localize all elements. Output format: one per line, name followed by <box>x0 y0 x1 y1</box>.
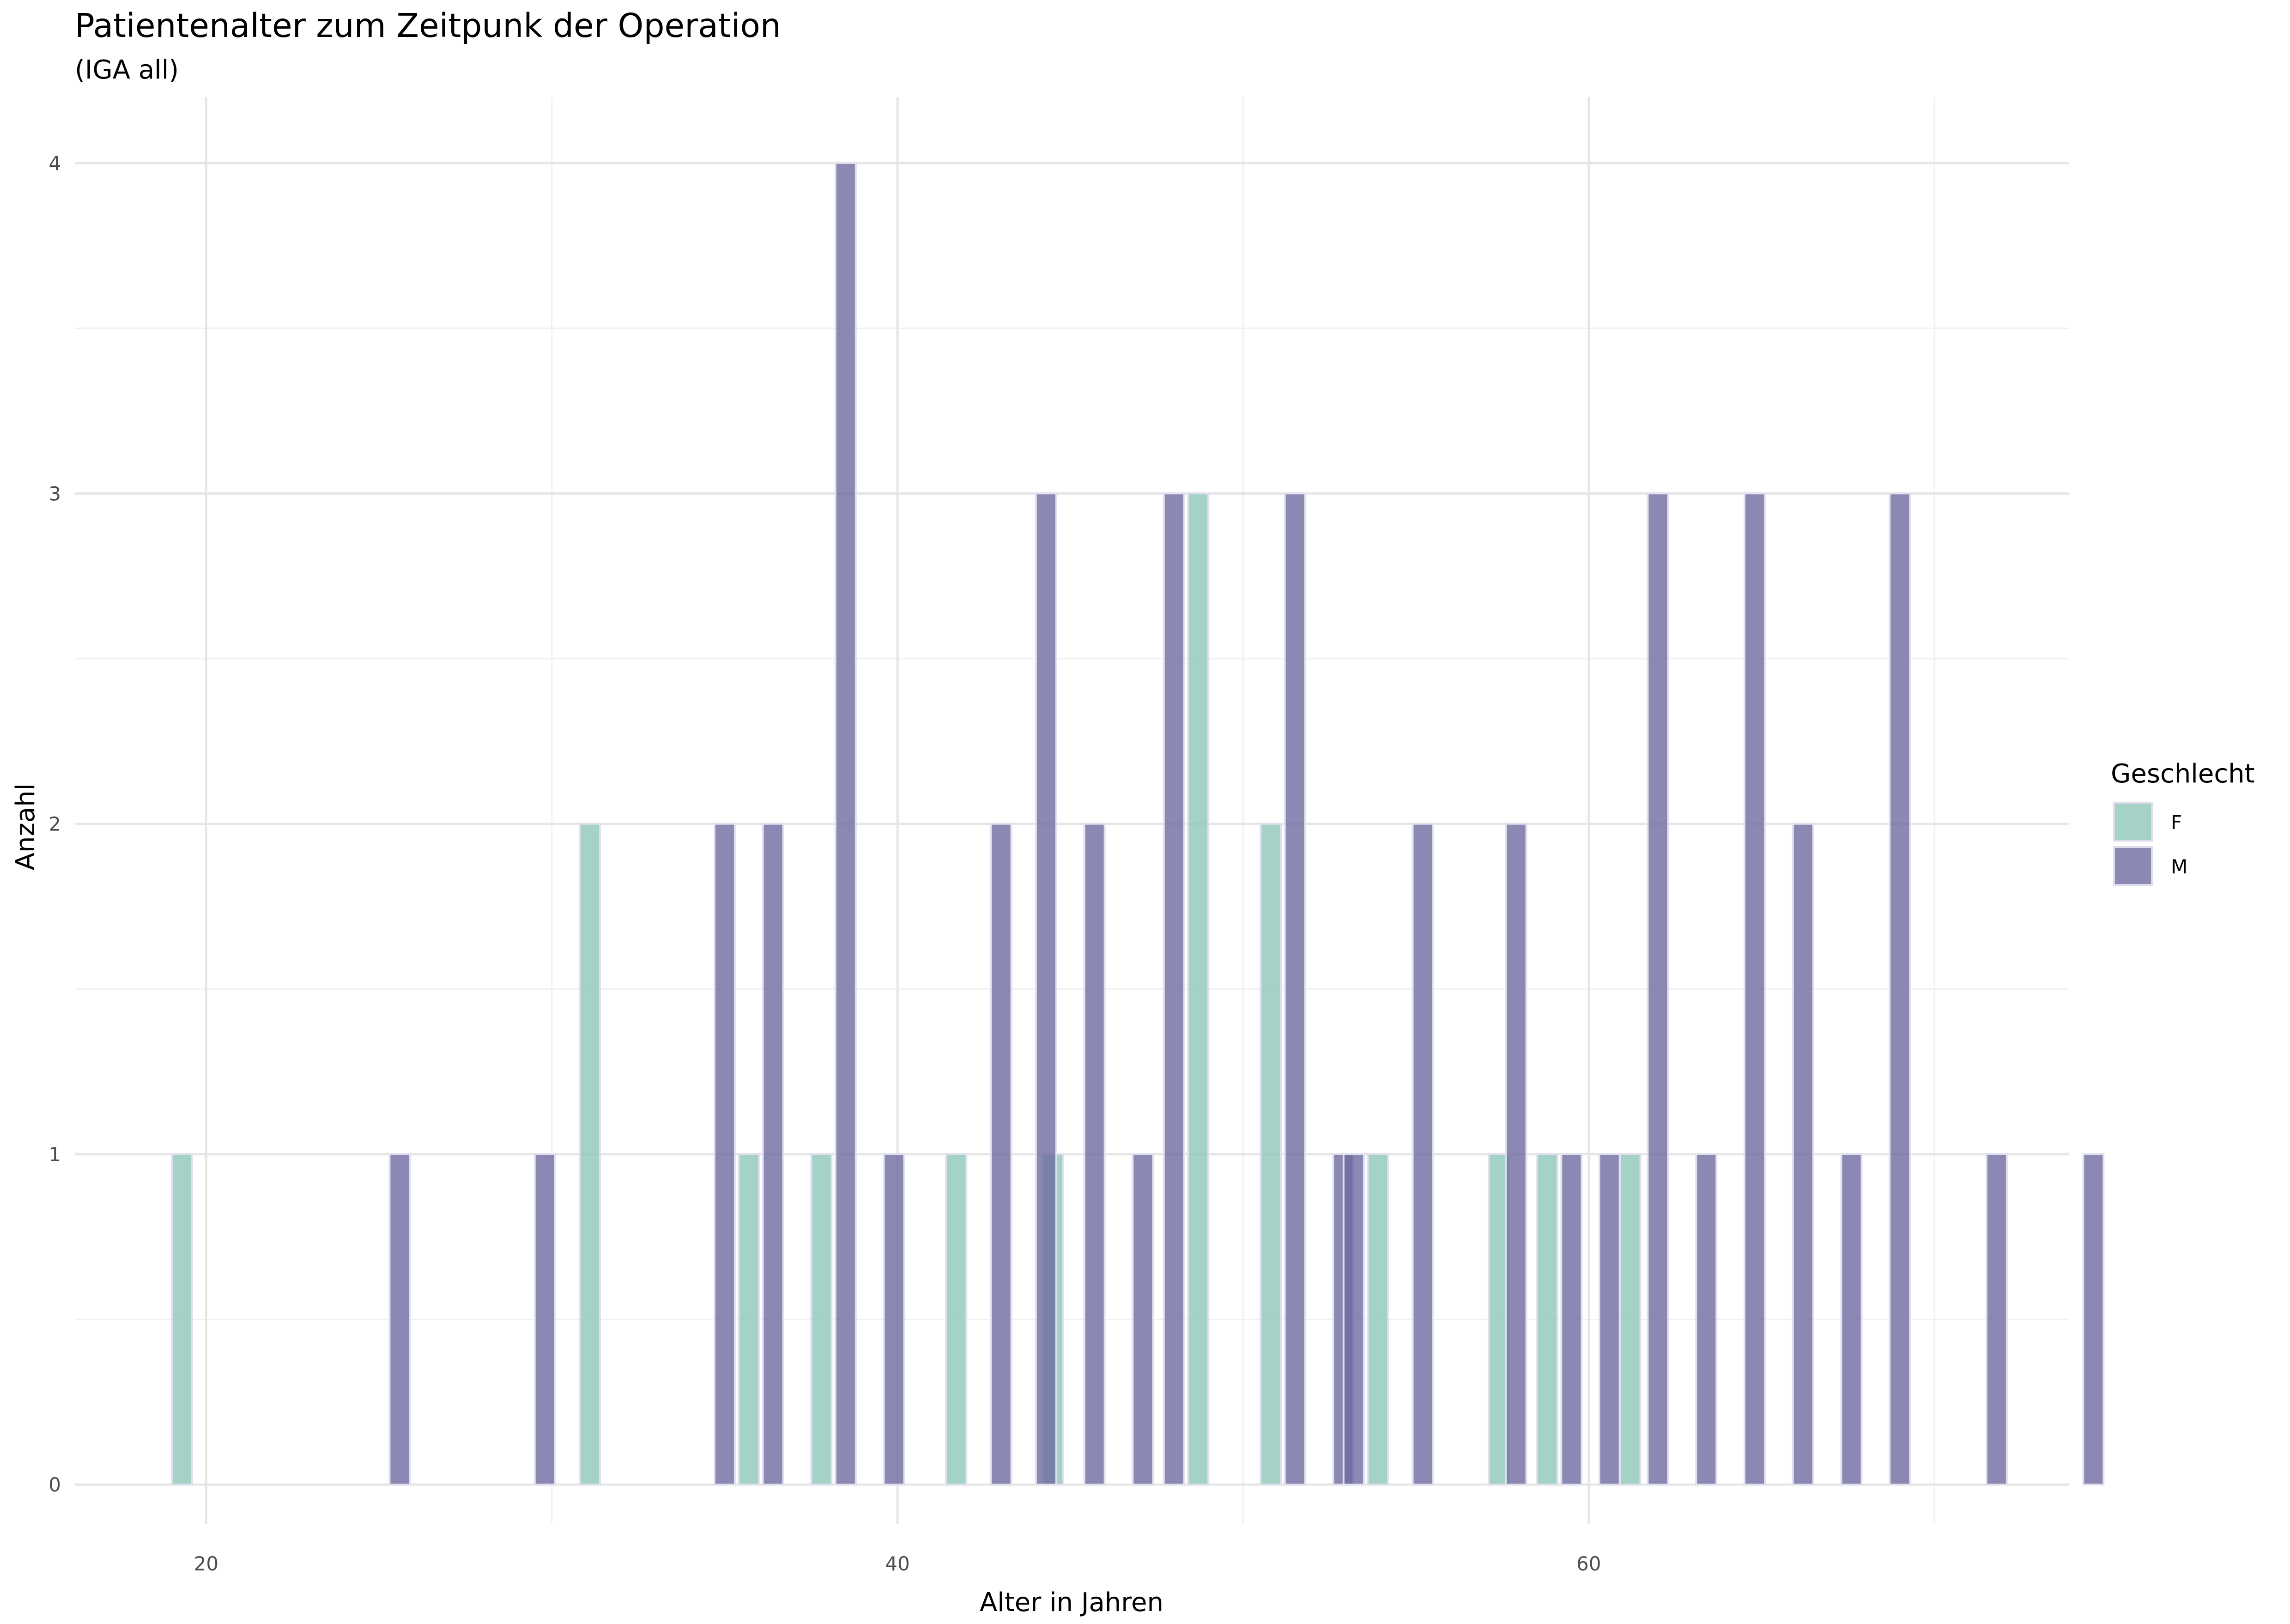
bar-m <box>1035 492 1057 1486</box>
bar-m <box>713 823 736 1486</box>
bar-m <box>1695 1153 1718 1486</box>
legend-label-m: M <box>2171 855 2187 878</box>
grid-lines <box>75 97 2069 1524</box>
bar-m <box>990 823 1012 1486</box>
bar-m <box>1598 1153 1621 1486</box>
bar-f <box>170 1153 193 1486</box>
x-axis-title: Alter in Jahren <box>980 1588 1163 1618</box>
bar-f <box>1619 1153 1642 1486</box>
bar-m <box>1889 492 1911 1486</box>
y-tick-label: 4 <box>48 152 61 175</box>
bar-f <box>1260 823 1282 1486</box>
bar-m <box>1083 823 1106 1486</box>
legend: Geschlecht F M <box>2111 759 2255 886</box>
bar-m <box>2082 1153 2105 1486</box>
y-tick-label: 1 <box>48 1143 61 1166</box>
bars <box>170 162 2105 1486</box>
bar-m <box>1840 1153 1863 1486</box>
bar-m <box>1412 823 1434 1486</box>
bar-m <box>1792 823 1814 1486</box>
bar-m <box>1342 1153 1365 1486</box>
bar-m <box>388 1153 411 1486</box>
y-tick-label: 0 <box>48 1473 61 1496</box>
x-tick-label: 40 <box>885 1552 909 1575</box>
chart-title: Patientenalter zum Zeitpunk der Operatio… <box>75 6 781 45</box>
bar-m <box>762 823 784 1486</box>
bar-f <box>579 823 601 1486</box>
bar-m <box>1284 492 1306 1486</box>
y-tick-label: 3 <box>48 482 61 505</box>
bar-m <box>1560 1153 1583 1486</box>
bar-f <box>1536 1153 1558 1486</box>
bar-m <box>1743 492 1766 1486</box>
bar-m <box>1163 492 1185 1486</box>
x-tick-label: 60 <box>1576 1552 1601 1575</box>
bar-m <box>533 1153 556 1486</box>
bar-f <box>810 1153 833 1486</box>
y-tick-label: 2 <box>48 813 61 836</box>
x-tick-label: 20 <box>194 1552 218 1575</box>
bar-f <box>738 1153 760 1486</box>
legend-label-f: F <box>2171 811 2182 834</box>
tick-labels: 20 40 60 0 1 2 3 4 <box>48 152 1601 1575</box>
bar-m <box>1647 492 1669 1486</box>
bar-f <box>1187 492 1210 1486</box>
bar-m <box>834 162 857 1486</box>
bar-m <box>1985 1153 2008 1486</box>
bar-m <box>883 1153 905 1486</box>
legend-title: Geschlecht <box>2111 759 2255 789</box>
legend-key-f <box>2113 802 2153 842</box>
bar-m <box>1132 1153 1154 1486</box>
bar-f <box>1367 1153 1389 1486</box>
bar-m <box>1505 823 1527 1486</box>
legend-key-m <box>2113 846 2153 886</box>
chart-subtitle: (IGA all) <box>75 55 179 85</box>
bar-f <box>945 1153 968 1486</box>
y-axis-title: Anzahl <box>11 783 41 871</box>
